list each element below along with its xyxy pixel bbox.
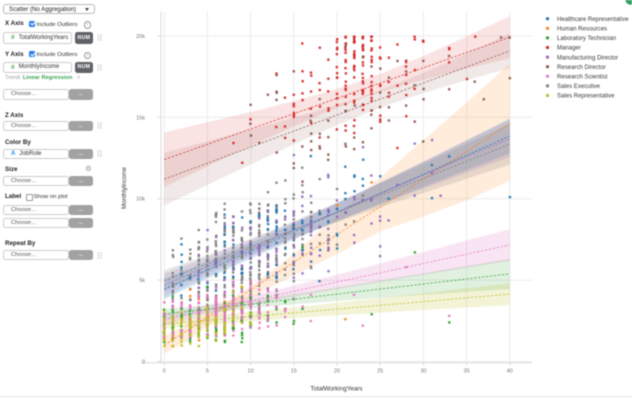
svg-text:Research Scientist: Research Scientist — [557, 75, 608, 81]
svg-text:5k: 5k — [139, 278, 145, 284]
svg-text:0: 0 — [142, 360, 145, 366]
svg-text:Sales Representative: Sales Representative — [557, 94, 615, 100]
svg-text:Healthcare Representative: Healthcare Representative — [557, 17, 629, 23]
svg-text:Manufacturing Director: Manufacturing Director — [557, 55, 618, 61]
svg-text:TotalWorkingYears: TotalWorkingYears — [310, 386, 362, 393]
svg-text:15k: 15k — [136, 115, 145, 121]
svg-text:10: 10 — [248, 368, 254, 374]
svg-text:15: 15 — [291, 368, 297, 374]
svg-text:30: 30 — [420, 368, 426, 374]
svg-text:20k: 20k — [136, 34, 145, 40]
svg-text:20: 20 — [334, 368, 340, 374]
svg-text:Sales Executive: Sales Executive — [557, 84, 601, 90]
svg-text:35: 35 — [464, 368, 470, 374]
svg-text:Research Director: Research Director — [557, 65, 606, 71]
svg-text:0: 0 — [163, 368, 166, 374]
svg-text:Laboratory Technician: Laboratory Technician — [557, 36, 616, 42]
svg-text:MonthlyIncome: MonthlyIncome — [121, 166, 128, 209]
svg-text:25: 25 — [377, 368, 383, 374]
svg-text:40: 40 — [507, 368, 513, 374]
svg-text:5: 5 — [206, 368, 209, 374]
svg-text:10k: 10k — [136, 197, 145, 203]
svg-text:Human Resources: Human Resources — [557, 27, 607, 33]
svg-text:Manager: Manager — [557, 46, 581, 52]
